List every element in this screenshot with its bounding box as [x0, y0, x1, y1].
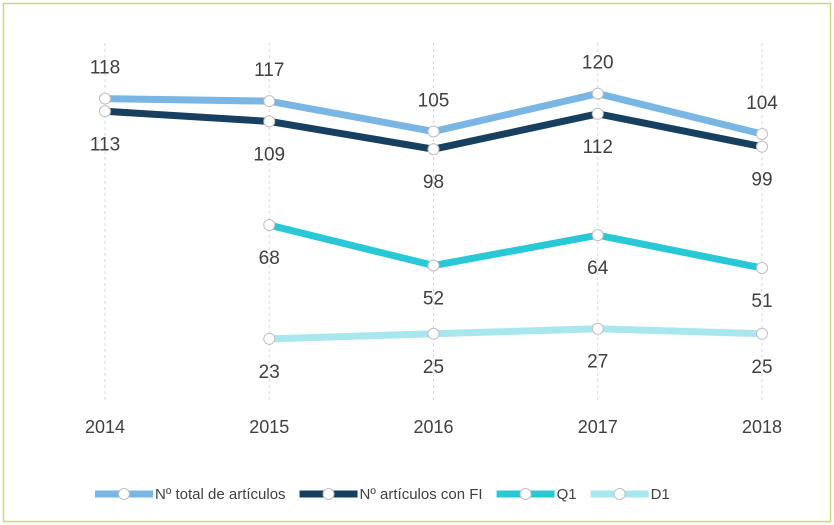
data-label: 51 [751, 291, 772, 312]
data-label: 118 [90, 58, 120, 79]
series-line [269, 325, 763, 343]
point-marker [263, 95, 276, 108]
legend-label: D1 [651, 486, 670, 503]
point-marker [756, 140, 768, 153]
point-marker [263, 332, 276, 345]
x-tick-label: 2015 [249, 417, 289, 437]
data-label: 120 [582, 53, 614, 74]
data-label: 68 [259, 248, 280, 269]
legend-marker [613, 488, 626, 500]
data-label: 112 [583, 137, 613, 158]
point-marker [99, 92, 111, 105]
point-marker [756, 327, 768, 340]
data-label: 117 [254, 60, 284, 81]
point-marker [99, 105, 111, 118]
legend-marker [322, 488, 335, 500]
x-tick-label: 2014 [85, 417, 125, 437]
series-line [268, 221, 763, 272]
data-label: 98 [423, 172, 444, 193]
legend-label: Nº artículos con FI [360, 486, 483, 503]
point-marker [591, 87, 604, 100]
data-label: 64 [587, 258, 609, 279]
point-marker [427, 327, 440, 340]
point-marker [263, 115, 276, 128]
point-marker [427, 259, 440, 272]
legend-marker [519, 488, 532, 500]
data-label: 52 [423, 289, 444, 310]
data-label: 104 [746, 93, 778, 114]
data-label: 27 [587, 352, 608, 373]
data-label: 25 [423, 357, 444, 378]
x-tick-label: 2018 [742, 417, 782, 437]
data-label: 25 [751, 357, 772, 378]
point-marker [591, 229, 604, 242]
data-label: 105 [418, 91, 450, 112]
data-label: 23 [259, 362, 280, 383]
point-marker [591, 107, 604, 120]
legend-marker [118, 488, 130, 500]
point-marker [756, 262, 768, 275]
legend-label: Q1 [557, 486, 577, 503]
x-tick-label: 2017 [578, 417, 618, 437]
x-tick-label: 2016 [413, 417, 453, 437]
point-marker [427, 143, 440, 156]
point-marker [756, 128, 768, 141]
point-marker [427, 125, 440, 138]
point-marker [591, 322, 604, 335]
point-marker [263, 219, 276, 232]
data-label: 113 [90, 134, 120, 155]
data-label: 99 [751, 170, 772, 191]
legend-label: Nº total de artículos [155, 486, 286, 503]
data-label: 109 [253, 144, 285, 165]
